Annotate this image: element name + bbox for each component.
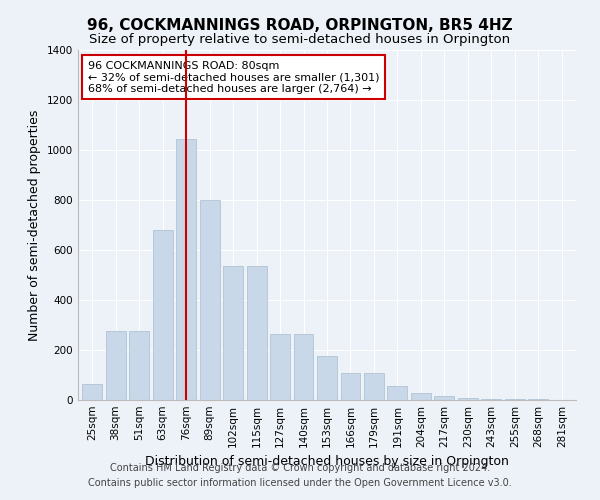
Bar bbox=[293, 334, 313, 400]
X-axis label: Distribution of semi-detached houses by size in Orpington: Distribution of semi-detached houses by … bbox=[145, 456, 509, 468]
Bar bbox=[82, 384, 102, 400]
Bar bbox=[505, 399, 525, 400]
Bar bbox=[152, 230, 173, 400]
Bar bbox=[270, 334, 290, 400]
Bar bbox=[529, 399, 548, 400]
Bar bbox=[364, 372, 384, 400]
Bar bbox=[481, 399, 502, 400]
Text: Size of property relative to semi-detached houses in Orpington: Size of property relative to semi-detach… bbox=[89, 32, 511, 46]
Text: 96 COCKMANNINGS ROAD: 80sqm
← 32% of semi-detached houses are smaller (1,301)
68: 96 COCKMANNINGS ROAD: 80sqm ← 32% of sem… bbox=[88, 60, 379, 94]
Bar bbox=[200, 200, 220, 400]
Bar bbox=[341, 372, 361, 400]
Bar bbox=[411, 392, 431, 400]
Bar bbox=[106, 331, 125, 400]
Y-axis label: Number of semi-detached properties: Number of semi-detached properties bbox=[28, 110, 41, 340]
Bar bbox=[247, 266, 266, 400]
Bar bbox=[317, 356, 337, 400]
Bar bbox=[458, 398, 478, 400]
Bar bbox=[434, 396, 454, 400]
Bar bbox=[223, 266, 243, 400]
Bar bbox=[129, 331, 149, 400]
Bar bbox=[176, 139, 196, 400]
Text: Contains HM Land Registry data © Crown copyright and database right 2024.
Contai: Contains HM Land Registry data © Crown c… bbox=[88, 462, 512, 487]
Bar bbox=[388, 386, 407, 400]
Text: 96, COCKMANNINGS ROAD, ORPINGTON, BR5 4HZ: 96, COCKMANNINGS ROAD, ORPINGTON, BR5 4H… bbox=[87, 18, 513, 32]
